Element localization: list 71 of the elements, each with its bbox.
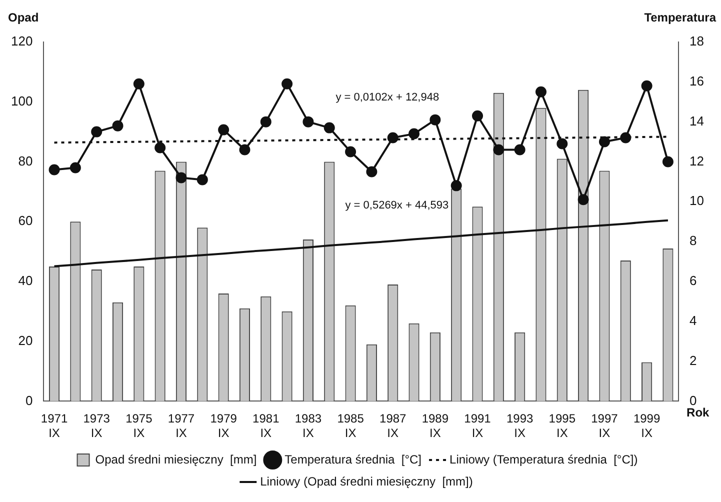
point (282, 78, 293, 90)
point (345, 146, 356, 158)
y2-tick-label: 10 (690, 193, 704, 208)
x-tick-label: 1997 IX (591, 412, 618, 440)
point (260, 116, 272, 128)
annotation: y = 0,5269x + 44,593 (345, 199, 449, 212)
x-tick-label: 1975 IX (126, 412, 153, 440)
legend-label: Liniowy (Temperatura średnia [°C]) (450, 452, 638, 466)
legend-label: Liniowy (Opad średni miesięczny [mm]) (260, 474, 473, 488)
x-tick-label: 1981 IX (252, 412, 280, 440)
x-tick-label: 1991 IX (464, 412, 492, 440)
point (641, 80, 652, 92)
y-tick-label: 80 (18, 153, 33, 168)
point (535, 86, 546, 98)
y2-tick-label: 14 (690, 113, 704, 128)
point (366, 166, 378, 178)
y-axis-title: Opad (8, 10, 39, 24)
point (302, 116, 314, 128)
point (239, 144, 250, 156)
point (620, 132, 632, 144)
point (430, 114, 441, 126)
point (387, 132, 398, 144)
point (91, 126, 102, 138)
y-tick-label: 40 (18, 273, 33, 288)
y2-tick-label: 6 (690, 273, 697, 288)
x-tick-label: 1979 IX (210, 412, 238, 440)
point (218, 124, 230, 136)
x-tick-label: 1995 IX (548, 412, 576, 440)
point (578, 194, 589, 206)
y2-axis-title: Temperatura (644, 10, 716, 24)
x-tick-label: 1999 IX (633, 412, 660, 440)
x-tick-label: 1987 IX (380, 412, 407, 440)
point (598, 136, 610, 148)
point (112, 120, 124, 132)
point (176, 172, 187, 184)
y-tick-label: 20 (18, 332, 33, 348)
point (662, 156, 674, 168)
x-tick-label: 1985 IX (337, 412, 364, 440)
point (408, 128, 420, 140)
y2-tick-label: 18 (690, 34, 704, 49)
x-axis-title: Rok (686, 406, 710, 420)
y2-tick-label: 0 (690, 392, 697, 408)
x-tick-label: 1977 IX (168, 412, 195, 440)
point (48, 164, 60, 176)
point (70, 162, 81, 174)
y-tick-label: 120 (10, 34, 33, 49)
point (324, 122, 335, 134)
point (472, 110, 484, 122)
y-tick-label: 0 (25, 392, 33, 408)
legend-label: Temperatura średnia [°C] (284, 452, 422, 466)
x-tick-label: 1971 IX (40, 412, 68, 440)
point (450, 180, 462, 192)
y2-tick-label: 4 (690, 312, 697, 328)
x-tick-label: 1993 IX (506, 412, 534, 440)
y2-tick-label: 16 (690, 73, 704, 88)
point (133, 78, 144, 90)
legend-label: Opad średni miesięczny [mm] (95, 452, 257, 466)
x-tick-label: 1989 IX (422, 412, 449, 440)
point (196, 174, 208, 186)
x-tick-label: 1973 IX (83, 412, 110, 440)
point (154, 142, 166, 154)
point (493, 144, 504, 156)
y2-tick-label: 12 (690, 153, 704, 168)
y-tick-label: 60 (18, 213, 33, 228)
x-tick-label: 1983 IX (294, 412, 322, 440)
y2-tick-label: 8 (690, 233, 697, 248)
y2-tick-label: 2 (690, 352, 697, 368)
y-tick-label: 100 (10, 93, 33, 108)
annotation: y = 0,0102x + 12,948 (336, 92, 440, 104)
point (514, 144, 526, 156)
point (556, 138, 568, 150)
